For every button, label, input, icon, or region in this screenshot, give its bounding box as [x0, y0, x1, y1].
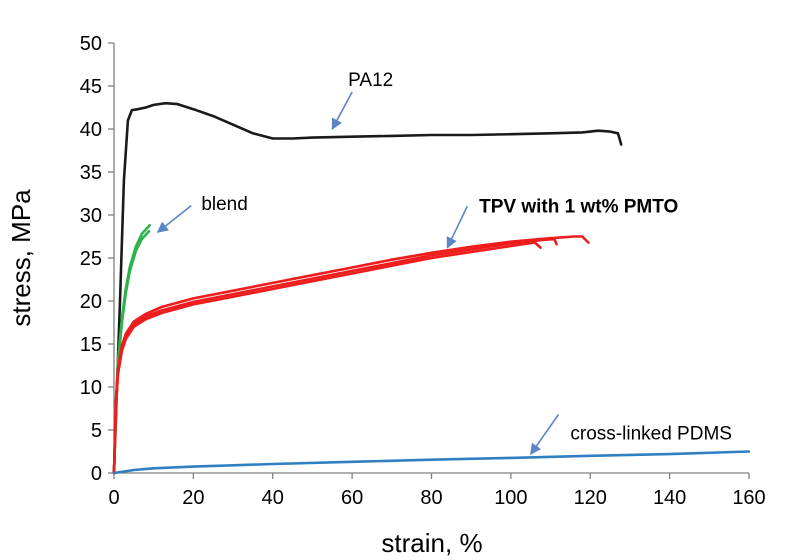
annotation-arrow-blend	[156, 204, 192, 233]
annotation-label-cross-linked-pdms: cross-linked PDMS	[570, 424, 732, 445]
y-tick-label: 40	[80, 119, 102, 141]
series-line-blend	[112, 230, 151, 475]
y-tick-label: 45	[80, 76, 102, 98]
annotation-arrow-cross-linked-pdms	[530, 414, 560, 455]
series-line-pa12	[112, 101, 623, 475]
y-tick-label: 0	[91, 463, 102, 485]
annotation-label-blend: blend	[201, 194, 248, 215]
y-tick-label: 35	[80, 162, 102, 184]
y-tick-label: 5	[91, 420, 102, 442]
annotation-label-pa12: PA12	[348, 70, 393, 91]
y-tick-label: 10	[80, 377, 102, 399]
series-line-cross-linked-pdms	[112, 450, 751, 475]
y-tick-label: 20	[80, 291, 102, 313]
annotation-arrow-tpv-with-1-wt-pmto	[446, 206, 468, 249]
x-tick-label: 120	[574, 487, 607, 509]
x-tick-label: 140	[653, 487, 686, 509]
series-line-tpv-with-1-wt-pmto	[112, 235, 590, 475]
y-tick-label: 25	[80, 248, 102, 270]
data-series	[112, 101, 751, 475]
x-tick-label: 80	[420, 487, 442, 509]
y-tick-label: 50	[80, 33, 102, 55]
x-tick-label: 160	[732, 487, 765, 509]
annotation-label-tpv-with-1-wt-pmto: TPV with 1 wt% PMTO	[479, 197, 678, 218]
y-axis-title: stress, MPa	[6, 189, 36, 327]
x-tick-label: 60	[341, 487, 363, 509]
axes	[108, 42, 750, 479]
series-line-tpv-with-1-wt-pmto	[112, 237, 558, 475]
x-tick-label: 100	[494, 487, 527, 509]
y-tick-label: 30	[80, 205, 102, 227]
series-line-tpv-with-1-wt-pmto	[112, 241, 542, 475]
x-axis-title: strain, %	[381, 528, 482, 558]
x-tick-label: 0	[108, 487, 119, 509]
tick-labels: 0 5 10 15 20 25 30 35 40 45 50 0 20 40 60 80 100 120 140 16…	[80, 33, 766, 509]
annotations: PA12 blend TPV with 1 wt% PMTO cross-linked…	[156, 70, 732, 455]
x-tick-label: 40	[262, 487, 284, 509]
y-tick-label: 15	[80, 334, 102, 356]
annotation-arrow-pa12	[331, 91, 353, 130]
x-tick-label: 20	[182, 487, 204, 509]
